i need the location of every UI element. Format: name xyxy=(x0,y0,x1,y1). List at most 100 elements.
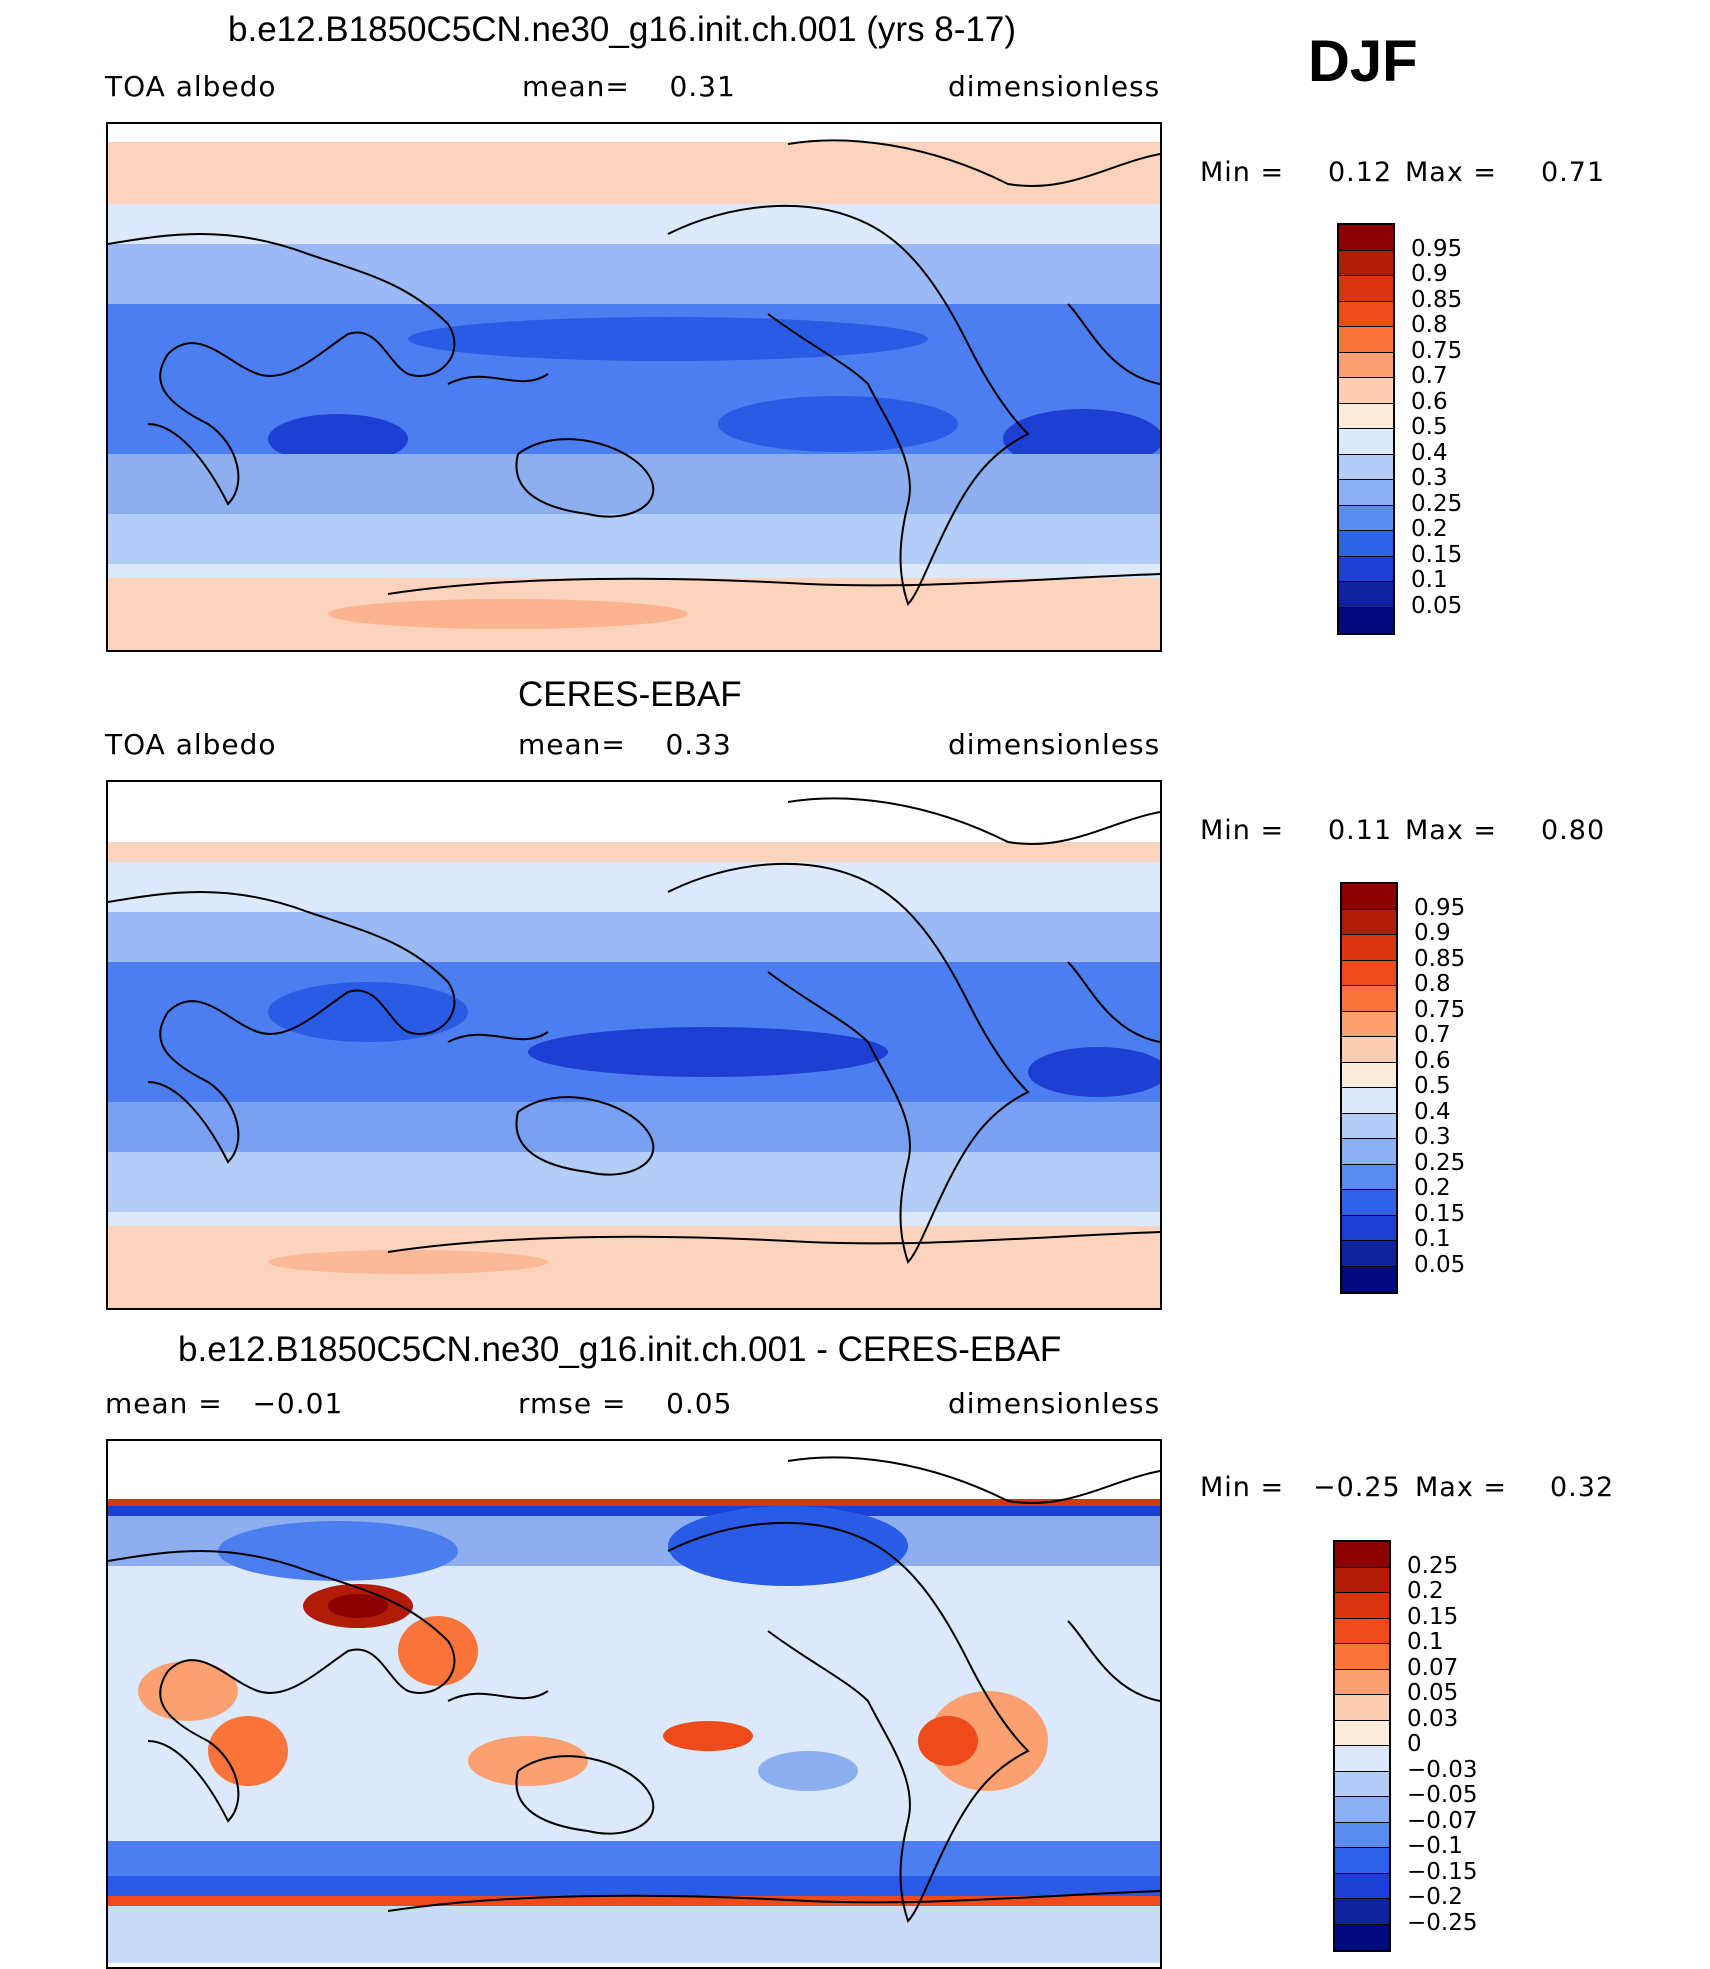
panel-2-variable-label: TOA albedo xyxy=(105,728,277,761)
colorbar-swatch xyxy=(1342,1241,1396,1267)
colorbar-swatch xyxy=(1342,1062,1396,1088)
colorbar-swatch xyxy=(1335,1771,1389,1797)
colorbar-swatch xyxy=(1335,1797,1389,1823)
colorbar-swatch xyxy=(1339,378,1393,404)
colorbar-tick-label: 0.15 xyxy=(1411,541,1463,568)
panel-3-map-svg xyxy=(108,1441,1160,1963)
colorbar-swatch xyxy=(1342,1215,1396,1241)
colorbar-tick-label: 0.3 xyxy=(1414,1124,1451,1150)
panel-3-max-label: Max = xyxy=(1415,1472,1508,1503)
colorbar-swatch xyxy=(1339,429,1393,455)
colorbar-tick-label: 0.25 xyxy=(1411,490,1463,517)
colorbar-swatch xyxy=(1339,352,1393,378)
colorbar-swatch xyxy=(1335,1669,1389,1695)
colorbar-tick-label: 0.3 xyxy=(1411,465,1448,491)
colorbar-swatch xyxy=(1339,250,1393,276)
colorbar-swatch xyxy=(1335,1924,1389,1950)
panel-1-map-svg xyxy=(108,124,1160,650)
colorbar-swatch xyxy=(1339,454,1393,480)
colorbar-swatch xyxy=(1335,1899,1389,1925)
colorbar-tick-label: 0.6 xyxy=(1414,1047,1451,1074)
colorbar-swatch xyxy=(1342,1037,1396,1063)
panel-2-mean-label: mean= 0.33 xyxy=(518,728,732,761)
colorbar-swatch xyxy=(1342,1266,1396,1292)
panel-2-units-label: dimensionless xyxy=(948,728,1161,761)
colorbar-swatch xyxy=(1335,1720,1389,1746)
colorbar-swatch xyxy=(1342,1164,1396,1190)
panel-2-min-label: Min = xyxy=(1200,815,1285,846)
panel-1-title: b.e12.B1850C5CN.ne30_g16.init.ch.001 (yr… xyxy=(228,10,1016,49)
panel-1-variable-label: TOA albedo xyxy=(105,70,277,103)
colorbar-tick-label: 0.1 xyxy=(1411,567,1448,593)
panel-2-map-svg xyxy=(108,782,1160,1308)
panel-3-max-value: 0.32 xyxy=(1550,1472,1615,1503)
colorbar-swatch xyxy=(1342,935,1396,961)
colorbar-tick-label: 0.7 xyxy=(1411,363,1448,389)
colorbar-tick-label: −0.07 xyxy=(1407,1807,1478,1834)
colorbar-swatch xyxy=(1335,1644,1389,1670)
panel-1-max-label: Max = xyxy=(1405,157,1498,188)
colorbar-tick-label: 0.25 xyxy=(1407,1552,1459,1579)
season-label: DJF xyxy=(1308,29,1418,94)
panel-3-mean-label: mean = −0.01 xyxy=(105,1387,344,1420)
colorbar-tick-label: 0.8 xyxy=(1414,971,1451,997)
colorbar-swatch xyxy=(1339,556,1393,582)
colorbar-swatch xyxy=(1339,403,1393,429)
colorbar-tick-label: 0.95 xyxy=(1411,235,1463,262)
panel-1-mean-label: mean= 0.31 xyxy=(522,70,736,103)
colorbar-swatch xyxy=(1339,607,1393,633)
panel-3-min-label: Min = xyxy=(1200,1472,1285,1503)
colorbar-tick-label: 0.25 xyxy=(1414,1149,1466,1176)
panel-1-min-label: Min = xyxy=(1200,157,1285,188)
colorbar-swatch xyxy=(1342,960,1396,986)
panel-1-max-value: 0.71 xyxy=(1541,157,1606,188)
colorbar-swatch xyxy=(1339,301,1393,327)
colorbar-tick-label: 0.07 xyxy=(1407,1654,1459,1681)
colorbar-swatch xyxy=(1335,1822,1389,1848)
panel-2-colorbar-swatches xyxy=(1340,882,1398,1294)
colorbar-tick-label: 0.8 xyxy=(1411,312,1448,338)
colorbar-swatch xyxy=(1342,884,1396,910)
colorbar-swatch xyxy=(1339,582,1393,608)
colorbar-swatch xyxy=(1342,986,1396,1012)
colorbar-swatch xyxy=(1335,1593,1389,1619)
panel-2-coastlines xyxy=(108,797,1160,1264)
colorbar-tick-label: −0.25 xyxy=(1407,1909,1478,1936)
panel-3-map xyxy=(106,1439,1162,1969)
panel-2-title: CERES-EBAF xyxy=(518,675,742,714)
colorbar-swatch xyxy=(1335,1542,1389,1568)
panel-2-min-value: 0.11 xyxy=(1328,815,1393,846)
colorbar-tick-label: 0.2 xyxy=(1414,1175,1451,1201)
colorbar-swatch xyxy=(1339,225,1393,251)
panel-1-colorbar-swatches xyxy=(1337,223,1395,635)
colorbar-tick-label: 0.6 xyxy=(1411,388,1448,415)
colorbar-swatch xyxy=(1342,1190,1396,1216)
panel-3-colorbar-swatches xyxy=(1333,1540,1391,1952)
panel-2-max-label: Max = xyxy=(1405,815,1498,846)
colorbar-tick-label: 0.2 xyxy=(1411,516,1448,542)
colorbar-tick-label: 0.1 xyxy=(1414,1226,1451,1252)
colorbar-swatch xyxy=(1339,505,1393,531)
panel-2-map xyxy=(106,780,1162,1310)
colorbar-swatch xyxy=(1335,1746,1389,1772)
colorbar-swatch xyxy=(1339,531,1393,557)
colorbar-tick-label: 0.05 xyxy=(1407,1680,1459,1706)
colorbar-swatch xyxy=(1339,327,1393,353)
panel-3-rmse-label: rmse = 0.05 xyxy=(518,1387,733,1420)
colorbar-tick-label: 0.05 xyxy=(1414,1251,1466,1278)
colorbar-swatch xyxy=(1339,276,1393,302)
colorbar-tick-label: 0.05 xyxy=(1411,592,1463,619)
colorbar-tick-label: 0.75 xyxy=(1414,996,1466,1023)
colorbar-tick-label: 0.95 xyxy=(1414,894,1466,921)
colorbar-tick-label: −0.03 xyxy=(1407,1756,1478,1783)
colorbar-tick-label: 0.75 xyxy=(1411,337,1463,364)
colorbar-tick-label: 0.15 xyxy=(1414,1200,1466,1227)
colorbar-tick-label: 0.85 xyxy=(1414,945,1466,972)
panel-1-min-value: 0.12 xyxy=(1328,157,1393,188)
colorbar-tick-label: 0.1 xyxy=(1407,1629,1444,1655)
colorbar-swatch xyxy=(1342,1011,1396,1037)
colorbar-swatch xyxy=(1335,1695,1389,1721)
colorbar-swatch xyxy=(1335,1618,1389,1644)
colorbar-tick-label: 0.15 xyxy=(1407,1603,1459,1630)
colorbar-tick-label: 0.4 xyxy=(1414,1098,1451,1125)
